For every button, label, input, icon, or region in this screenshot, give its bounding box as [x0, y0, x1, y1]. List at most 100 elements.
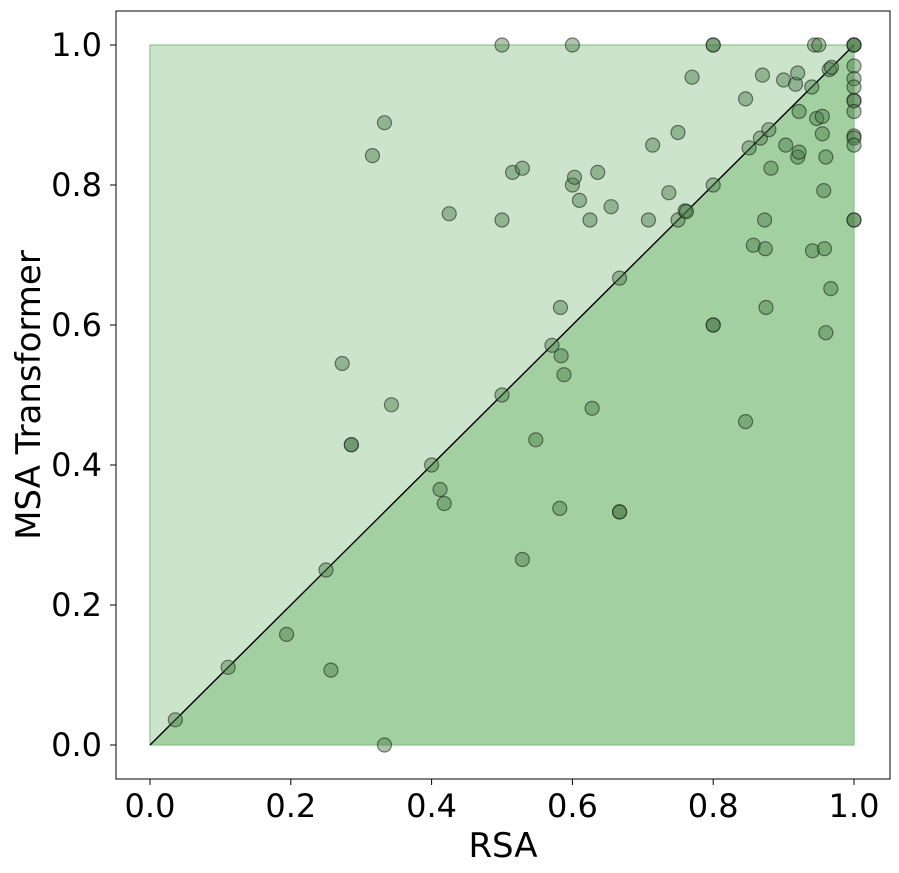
- data-point: [705, 177, 721, 193]
- data-point: [818, 149, 834, 165]
- plot-frame: [115, 10, 891, 780]
- data-point: [754, 67, 771, 83]
- data-point: [823, 281, 839, 297]
- data-point: [553, 348, 569, 364]
- data-point: [640, 212, 657, 228]
- x-tick-label: 0.4: [406, 787, 457, 825]
- data-point: [818, 325, 834, 341]
- data-point: [584, 400, 600, 416]
- data-point: [376, 115, 393, 131]
- axes: 0.0 0.2 0.4 0.6 0.8 1.0 0.0 0.2 0.4 0.6 0.8 1.0: [51, 26, 879, 825]
- region-outline: [149, 44, 855, 746]
- data-point: [334, 355, 350, 372]
- x-tick-label: 0.6: [547, 787, 598, 825]
- data-point: [804, 79, 820, 95]
- y-tick-label: 0.8: [51, 166, 102, 204]
- data-point: [590, 164, 606, 180]
- data-point: [343, 437, 359, 453]
- data-point: [846, 58, 862, 74]
- data-point: [846, 37, 862, 53]
- data-point: [167, 712, 183, 728]
- data-point: [544, 337, 560, 353]
- data-point: [566, 169, 583, 185]
- data-point: [705, 317, 721, 333]
- data-point: [787, 76, 804, 92]
- x-axis-label: RSA: [468, 826, 537, 866]
- data-point: [821, 61, 837, 78]
- data-point: [564, 37, 581, 53]
- data-point: [756, 212, 773, 228]
- data-point: [791, 144, 807, 160]
- data-point: [846, 79, 862, 95]
- data-point: [846, 70, 862, 87]
- data-point: [846, 137, 862, 153]
- y-axis-label: MSA Transformer: [9, 250, 49, 540]
- data-point: [494, 387, 510, 403]
- data-point: [432, 481, 448, 498]
- data-point: [705, 37, 721, 53]
- data-point: [645, 137, 661, 153]
- x-tick-label: 0.2: [265, 787, 316, 825]
- data-point: [814, 126, 830, 142]
- x-tick-label: 0.8: [688, 787, 739, 825]
- data-point: [791, 103, 807, 120]
- y-tick-label: 0.2: [51, 586, 102, 624]
- data-point: [745, 237, 761, 253]
- data-point: [552, 500, 568, 516]
- y-tick-label: 0.4: [51, 446, 102, 484]
- data-point: [504, 164, 521, 180]
- data-point: [603, 199, 619, 215]
- data-point: [494, 212, 510, 228]
- y-tick-label: 0.0: [51, 726, 102, 764]
- data-point: [814, 108, 830, 125]
- data-point: [528, 432, 544, 448]
- data-point: [494, 37, 510, 53]
- data-point: [741, 140, 757, 156]
- data-point: [611, 504, 628, 520]
- data-point: [846, 93, 862, 109]
- data-point: [846, 212, 862, 228]
- data-point: [670, 124, 686, 141]
- data-point: [816, 241, 833, 257]
- y-tick-label: 1.0: [51, 26, 102, 64]
- data-point: [778, 137, 794, 153]
- data-point: [763, 160, 779, 176]
- data-point: [804, 243, 821, 259]
- data-point: [364, 148, 381, 164]
- data-point: [424, 457, 440, 473]
- data-point: [323, 662, 339, 678]
- data-point: [441, 206, 457, 222]
- data-point: [220, 659, 236, 675]
- data-point: [684, 69, 700, 85]
- data-point: [811, 37, 827, 53]
- x-tick-label: 1.0: [829, 787, 880, 825]
- data-point: [816, 183, 832, 199]
- data-point: [514, 160, 531, 176]
- diagonal-reference-line: [149, 44, 855, 746]
- data-point: [737, 414, 754, 430]
- data-point: [661, 185, 677, 201]
- x-tick-label: 0.0: [125, 787, 176, 825]
- data-point: [376, 737, 393, 753]
- data-point: [806, 37, 823, 53]
- data-point: [571, 192, 588, 208]
- plot-area: [149, 37, 862, 753]
- data-point: [737, 91, 754, 107]
- y-tick-label: 0.6: [51, 306, 102, 344]
- data-point: [582, 212, 598, 228]
- data-point: [823, 59, 840, 76]
- data-point: [757, 241, 773, 257]
- data-point: [552, 299, 569, 316]
- data-point: [758, 299, 774, 316]
- data-point: [556, 367, 572, 383]
- data-point: [790, 65, 806, 81]
- data-point: [761, 122, 777, 138]
- data-point: [678, 204, 695, 220]
- data-point: [514, 551, 531, 568]
- data-point: [611, 270, 628, 286]
- data-point: [278, 626, 295, 643]
- data-point: [383, 397, 400, 413]
- data-point: [318, 562, 334, 578]
- data-point: [436, 495, 452, 512]
